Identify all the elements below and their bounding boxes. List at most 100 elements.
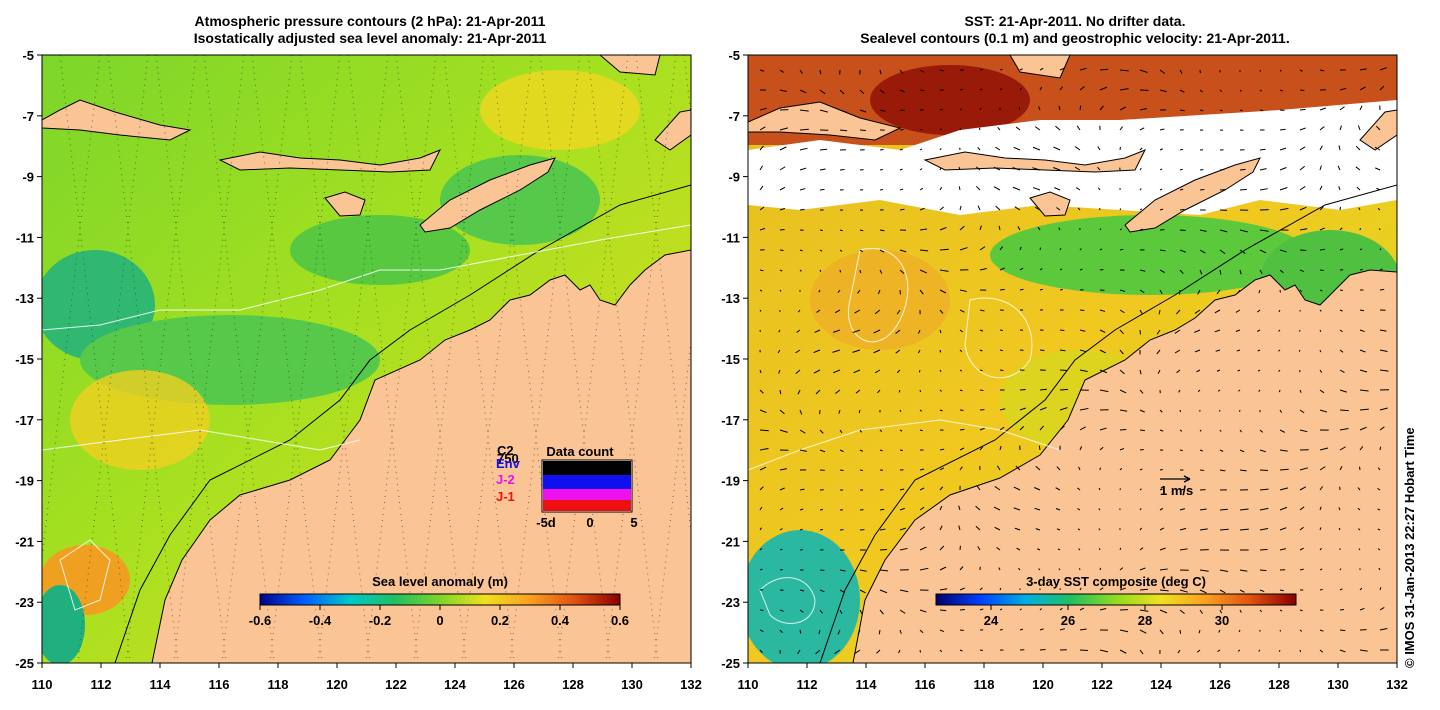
satellite-track: [203, 55, 275, 663]
velocity-vector: [1058, 105, 1061, 111]
velocity-vector: [859, 589, 866, 594]
velocity-vector: [759, 649, 763, 653]
velocity-vector: [859, 429, 863, 433]
velocity-vector: [879, 449, 883, 452]
velocity-vector: [874, 369, 881, 374]
velocity-vector: [1319, 165, 1322, 171]
satellite-track: [59, 55, 131, 663]
velocity-vector: [1099, 309, 1106, 312]
velocity-vector: [1014, 527, 1021, 531]
mission-label-j2: J-2: [496, 472, 515, 487]
velocity-vector: [759, 69, 765, 72]
velocity-vector: [1012, 186, 1021, 191]
velocity-vector: [1359, 349, 1366, 353]
velocity-vector: [1258, 649, 1261, 652]
velocity-vector: [1159, 128, 1165, 131]
velocity-vector: [799, 269, 802, 272]
velocity-vector: [852, 349, 861, 353]
velocity-vector: [1257, 329, 1261, 332]
velocity-vector: [1279, 527, 1287, 531]
left-title-line2: Isostatically adjusted sea level anomaly…: [193, 30, 547, 46]
velocity-vector: [759, 269, 764, 272]
sst-colorbar-tick-label: 24: [984, 613, 999, 628]
velocity-vector: [1375, 167, 1381, 171]
velocity-vector: [999, 88, 1003, 91]
velocity-vector: [1077, 207, 1081, 211]
right-x-tick-label: 110: [738, 677, 759, 692]
velocity-vector: [1259, 548, 1268, 551]
satellite-track: [251, 55, 323, 663]
velocity-vector: [877, 389, 881, 394]
velocity-vector: [797, 649, 801, 655]
satellite-track: [461, 55, 533, 663]
velocity-vector: [1079, 607, 1085, 611]
velocity-vector: [1214, 329, 1221, 333]
velocity-vector: [859, 449, 864, 452]
velocity-vector: [1359, 408, 1369, 411]
velocity-vector: [1339, 389, 1347, 393]
velocity-vector: [1139, 228, 1144, 231]
velocity-vector: [859, 269, 862, 274]
velocity-vector: [1119, 389, 1127, 394]
velocity-vector: [759, 107, 767, 111]
velocity-vector: [1219, 469, 1226, 472]
velocity-vector: [1379, 268, 1383, 271]
velocity-vector: [1359, 369, 1368, 373]
velocity-vector: [819, 109, 829, 113]
satellite-track: [635, 55, 691, 538]
velocity-vector: [1299, 486, 1307, 491]
velocity-vector: [939, 349, 942, 353]
velocity-vector: [1014, 206, 1021, 211]
velocity-vector: [1278, 309, 1281, 313]
velocity-vector: [939, 448, 945, 451]
velocity-vector: [1059, 288, 1063, 291]
velocity-vector: [994, 485, 1001, 491]
velocity-vector: [1259, 269, 1263, 274]
velocity-vector: [1279, 548, 1287, 551]
velocity-vector: [1359, 446, 1364, 451]
velocity-vector: [899, 527, 907, 531]
velocity-vector: [1013, 507, 1021, 511]
velocity-vector: [1239, 508, 1249, 511]
velocity-vector: [1099, 248, 1103, 251]
velocity-vector: [1032, 146, 1041, 151]
velocity-vector: [1239, 188, 1248, 191]
velocity-vector: [1139, 488, 1142, 491]
velocity-vector: [857, 629, 861, 635]
velocity-vector: [1299, 127, 1306, 131]
velocity-vector: [839, 89, 845, 95]
sla-colorbar-tick-label: 0.2: [491, 613, 509, 628]
sla-colorbar-ramp: [259, 593, 621, 606]
velocity-vector: [1319, 185, 1323, 191]
velocity-vector: [1079, 407, 1089, 411]
velocity-vector: [1159, 148, 1164, 151]
velocity-vector: [979, 608, 984, 611]
velocity-vector: [759, 206, 765, 211]
velocity-vector: [977, 146, 981, 151]
velocity-vector: [1075, 187, 1081, 191]
velocity-vector: [1319, 568, 1323, 571]
velocity-vector: [1119, 587, 1126, 591]
velocity-vector: [919, 649, 922, 653]
velocity-vector: [1239, 469, 1247, 472]
velocity-vector: [1077, 528, 1081, 531]
velocity-vector: [837, 629, 841, 635]
velocity-vector: [1378, 567, 1381, 571]
left-y-tick-label: -25: [15, 656, 34, 671]
velocity-vector: [959, 309, 965, 313]
velocity-vector: [1337, 165, 1341, 171]
velocity-vector: [959, 629, 964, 632]
velocity-vector: [853, 369, 861, 374]
velocity-vector: [1059, 268, 1063, 271]
sla-colorbar-tick-label: 0: [436, 613, 443, 628]
velocity-vector: [1099, 649, 1109, 653]
velocity-vector: [995, 146, 1001, 151]
velocity-vector: [838, 409, 841, 414]
right-x-tick-label: 114: [856, 677, 878, 692]
velocity-vector: [919, 567, 929, 571]
velocity-vector: [1379, 627, 1388, 631]
velocity-vector: [899, 429, 903, 432]
velocity-vector: [1159, 289, 1163, 295]
velocity-vector: [819, 609, 823, 614]
velocity-vector: [958, 186, 961, 191]
